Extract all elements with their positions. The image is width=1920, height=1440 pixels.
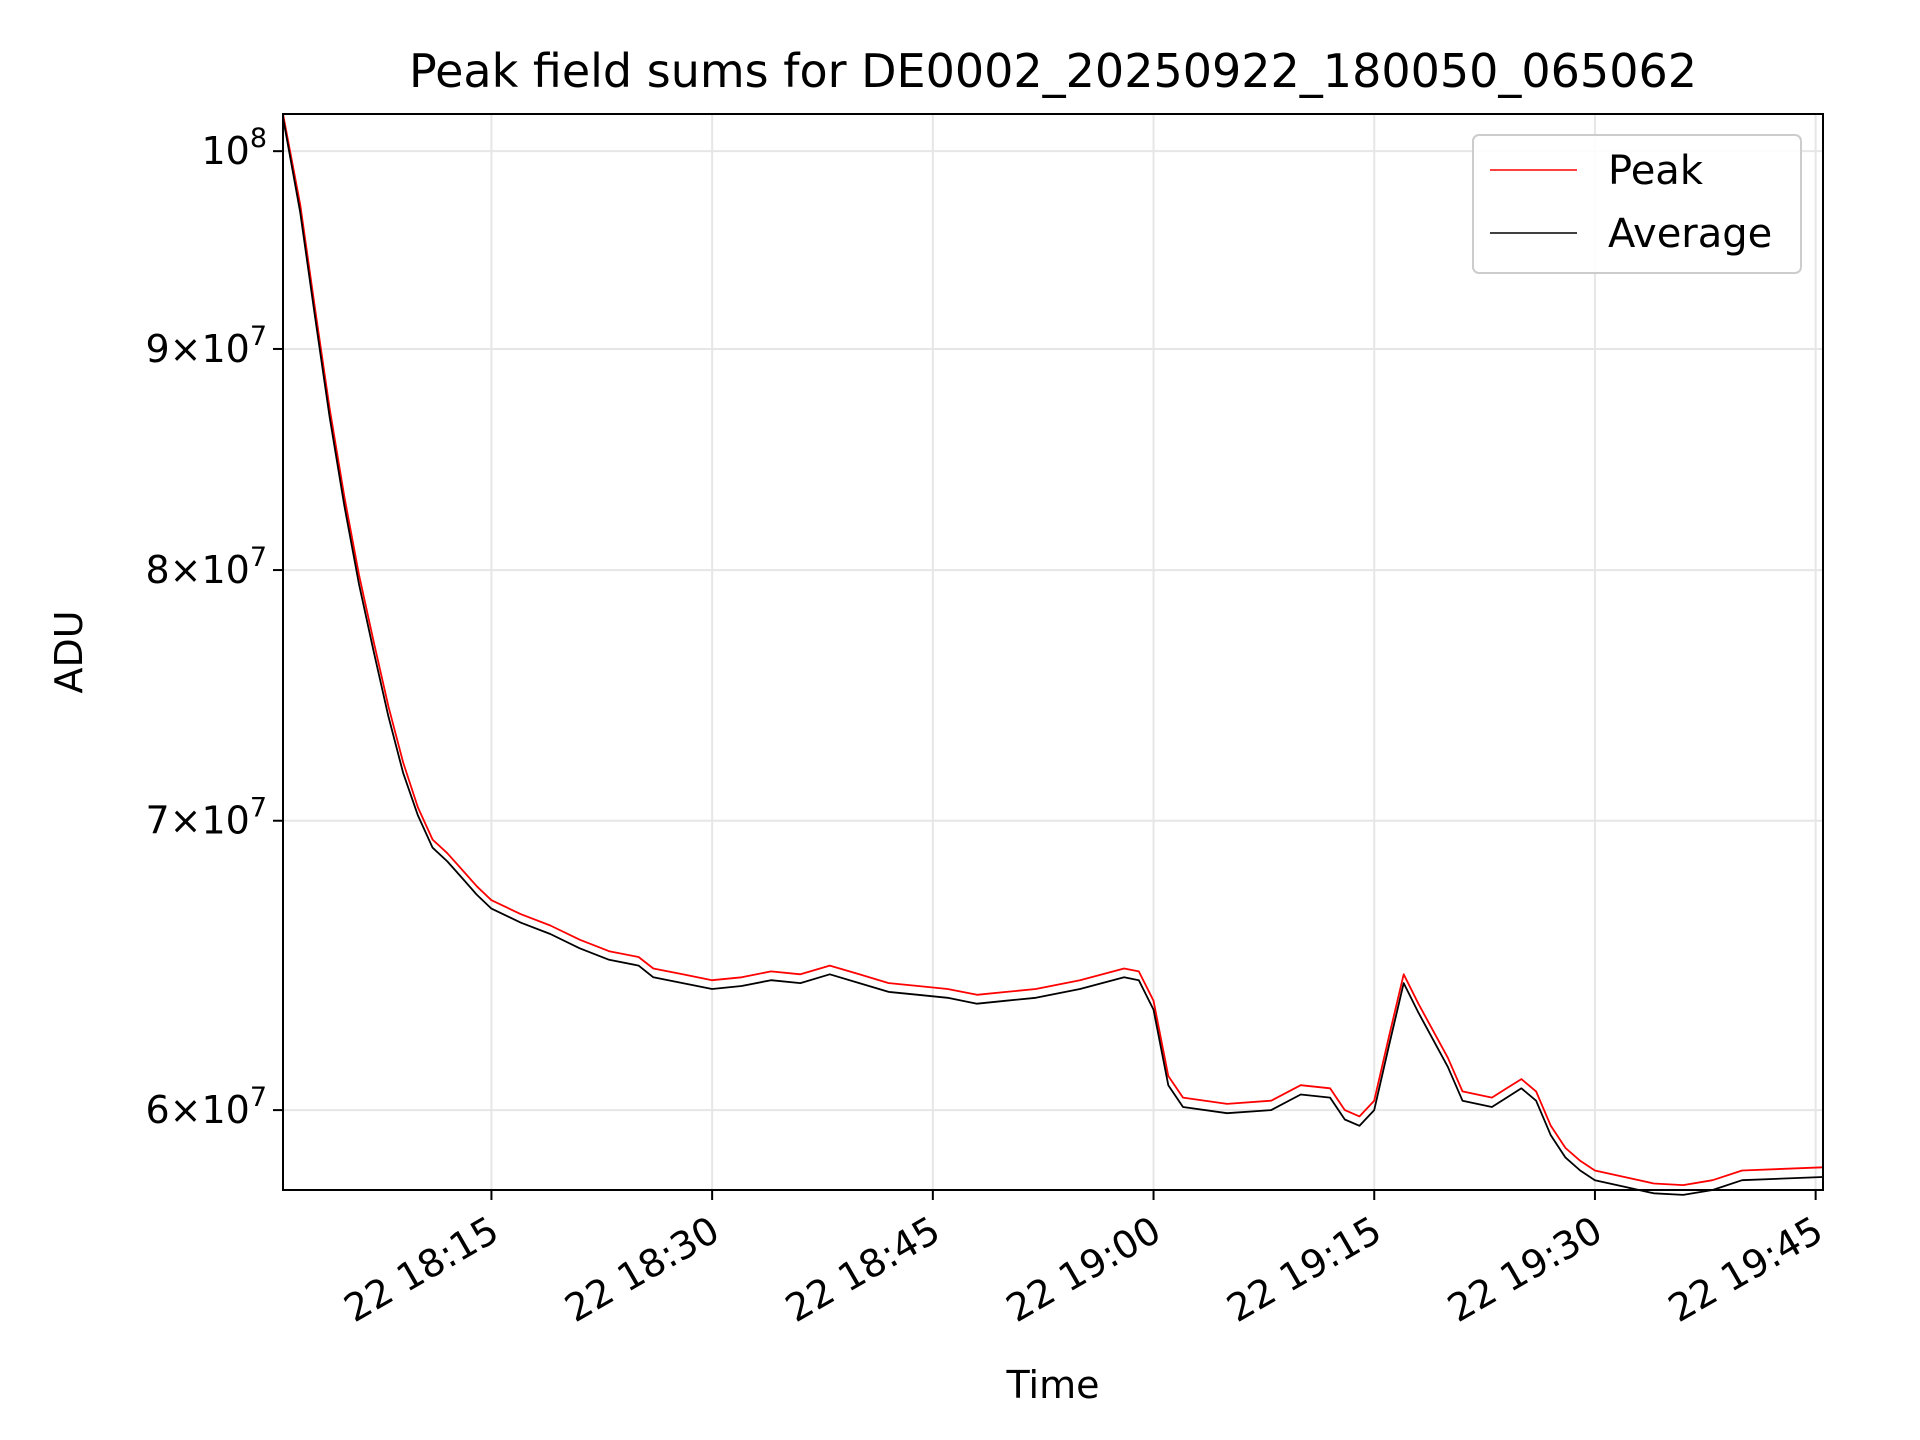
x-tick-label: 22 18:15 — [337, 1208, 506, 1331]
x-axis-label: Time — [1006, 1363, 1100, 1407]
y-tick-label: 7×107 — [145, 793, 267, 843]
x-tick-label: 22 19:45 — [1661, 1208, 1830, 1331]
y-axis-label: ADU — [47, 610, 91, 693]
series-lines — [282, 113, 1824, 1196]
x-tick-label: 22 18:30 — [557, 1208, 726, 1331]
y-tick-label: 8×107 — [145, 542, 267, 592]
y-axis-ticks: 6×107 7×107 8×107 9×107 108 — [145, 123, 283, 1132]
y-tick-label: 108 — [201, 123, 267, 173]
x-tick-label: 22 18:45 — [778, 1208, 947, 1331]
y-tick-label: 9×107 — [145, 321, 267, 371]
grid-lines — [283, 114, 1823, 1190]
x-tick-label: 22 19:00 — [999, 1208, 1168, 1331]
legend-label-average: Average — [1608, 211, 1772, 257]
plot-area-frame — [282, 113, 1824, 1191]
legend-label-peak: Peak — [1608, 148, 1704, 194]
chart-title: Peak field sums for DE0002_20250922_1800… — [409, 44, 1697, 98]
x-tick-label: 22 19:15 — [1220, 1208, 1389, 1331]
legend: Peak Average — [1472, 134, 1802, 274]
x-axis-ticks: 22 18:15 22 18:30 22 18:45 22 19:00 22 19:15… — [337, 1190, 1830, 1331]
x-tick-label: 22 19:30 — [1440, 1208, 1609, 1331]
series-line-peak — [282, 113, 1824, 1186]
y-tick-label: 6×107 — [145, 1082, 267, 1132]
series-line-average — [282, 117, 1824, 1196]
